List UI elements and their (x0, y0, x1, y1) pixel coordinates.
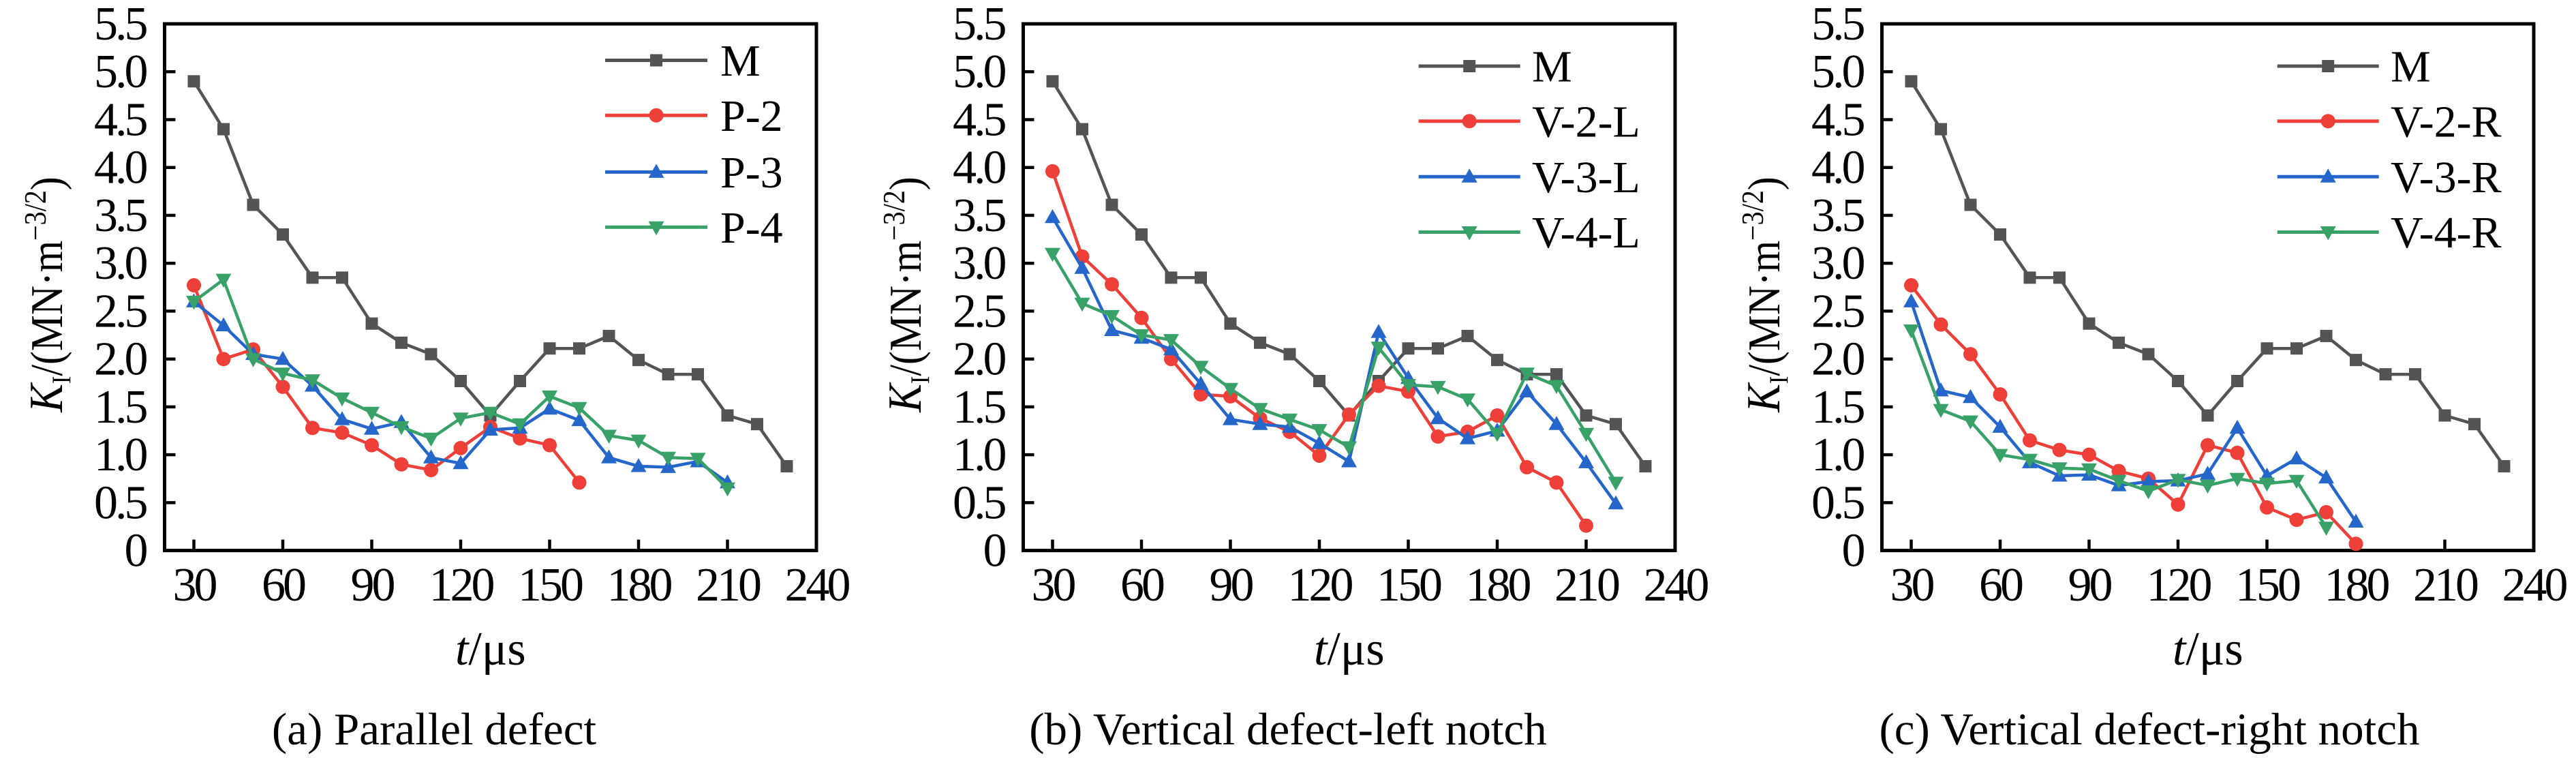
svg-text:5.5: 5.5 (94, 0, 147, 50)
svg-text:0.5: 0.5 (94, 476, 147, 529)
svg-text:1.5: 1.5 (953, 381, 1006, 434)
svg-text:210: 210 (2413, 559, 2478, 611)
svg-text:P-2: P-2 (720, 91, 783, 141)
svg-text:M: M (720, 36, 761, 86)
svg-text:2.0: 2.0 (94, 333, 147, 386)
svg-text:5.5: 5.5 (953, 0, 1006, 50)
svg-text:180: 180 (1466, 559, 1531, 611)
svg-text:240: 240 (2502, 559, 2567, 611)
svg-text:60: 60 (262, 559, 305, 611)
svg-text:1.0: 1.0 (953, 429, 1006, 481)
svg-text:30: 30 (1032, 559, 1075, 611)
svg-text:3.5: 3.5 (953, 190, 1006, 242)
svg-text:KI/(MN·m−3/2): KI/(MN·m−3/2) (19, 177, 76, 412)
svg-text:1.5: 1.5 (1811, 381, 1865, 434)
svg-text:210: 210 (696, 559, 761, 611)
svg-text:90: 90 (2068, 559, 2112, 611)
svg-text:KI/(MN·m−3/2): KI/(MN·m−3/2) (878, 177, 935, 412)
svg-text:120: 120 (1288, 559, 1353, 611)
svg-text:60: 60 (1120, 559, 1164, 611)
svg-text:(c) Vertical defect-right notc: (c) Vertical defect-right notch (1879, 704, 2419, 755)
svg-text:V-3-R: V-3-R (2391, 153, 2502, 202)
svg-text:V-2-L: V-2-L (1532, 97, 1640, 147)
svg-text:120: 120 (429, 559, 494, 611)
svg-text:180: 180 (2325, 559, 2389, 611)
svg-text:90: 90 (1210, 559, 1253, 611)
svg-text:210: 210 (1554, 559, 1619, 611)
svg-text:30: 30 (1890, 559, 1934, 611)
svg-text:180: 180 (607, 559, 672, 611)
svg-text:5.5: 5.5 (1811, 0, 1865, 50)
svg-text:t/μs: t/μs (455, 623, 526, 676)
svg-text:0.5: 0.5 (1811, 476, 1865, 529)
svg-text:5.0: 5.0 (1811, 46, 1865, 98)
svg-text:0: 0 (125, 525, 147, 577)
svg-text:240: 240 (1644, 559, 1708, 611)
svg-text:1.0: 1.0 (94, 429, 147, 481)
svg-text:V-4-R: V-4-R (2391, 208, 2502, 258)
svg-text:0: 0 (983, 525, 1006, 577)
svg-text:V-3-L: V-3-L (1532, 153, 1640, 202)
svg-text:5.0: 5.0 (953, 46, 1006, 98)
svg-text:150: 150 (518, 559, 583, 611)
svg-text:4.0: 4.0 (94, 142, 147, 194)
svg-text:3.5: 3.5 (94, 190, 147, 242)
svg-text:M: M (2391, 42, 2431, 92)
svg-text:(b) Vertical defect-left notch: (b) Vertical defect-left notch (1029, 704, 1547, 755)
svg-text:P-4: P-4 (720, 203, 783, 253)
svg-text:4.5: 4.5 (953, 94, 1006, 147)
svg-text:5.0: 5.0 (94, 46, 147, 98)
svg-text:30: 30 (173, 559, 217, 611)
svg-text:0.5: 0.5 (953, 476, 1006, 529)
svg-text:150: 150 (1377, 559, 1441, 611)
svg-text:3.5: 3.5 (1811, 190, 1865, 242)
svg-text:2.0: 2.0 (1811, 333, 1865, 386)
svg-text:1.0: 1.0 (1811, 429, 1865, 481)
svg-text:90: 90 (351, 559, 395, 611)
svg-text:0: 0 (1842, 525, 1865, 577)
svg-text:1.5: 1.5 (94, 381, 147, 434)
svg-text:150: 150 (2235, 559, 2300, 611)
svg-text:t/μs: t/μs (2173, 623, 2243, 676)
svg-text:KI/(MN·m−3/2): KI/(MN·m−3/2) (1736, 177, 1794, 412)
svg-text:V-2-R: V-2-R (2391, 97, 2502, 147)
svg-text:V-4-L: V-4-L (1532, 208, 1640, 258)
svg-text:2.5: 2.5 (953, 285, 1006, 337)
svg-text:4.0: 4.0 (1811, 142, 1865, 194)
svg-text:2.0: 2.0 (953, 333, 1006, 386)
svg-text:2.5: 2.5 (1811, 285, 1865, 337)
svg-text:120: 120 (2147, 559, 2211, 611)
svg-text:240: 240 (785, 559, 850, 611)
svg-text:4.0: 4.0 (953, 142, 1006, 194)
svg-text:3.0: 3.0 (94, 237, 147, 290)
svg-text:3.0: 3.0 (953, 237, 1006, 290)
svg-text:P-3: P-3 (720, 148, 783, 198)
svg-text:60: 60 (1979, 559, 2023, 611)
svg-text:t/μs: t/μs (1314, 623, 1385, 676)
svg-text:4.5: 4.5 (1811, 94, 1865, 147)
svg-text:2.5: 2.5 (94, 285, 147, 337)
svg-text:3.0: 3.0 (1811, 237, 1865, 290)
svg-text:(a) Parallel defect: (a) Parallel defect (272, 704, 597, 755)
svg-text:M: M (1532, 42, 1572, 92)
svg-text:4.5: 4.5 (94, 94, 147, 147)
